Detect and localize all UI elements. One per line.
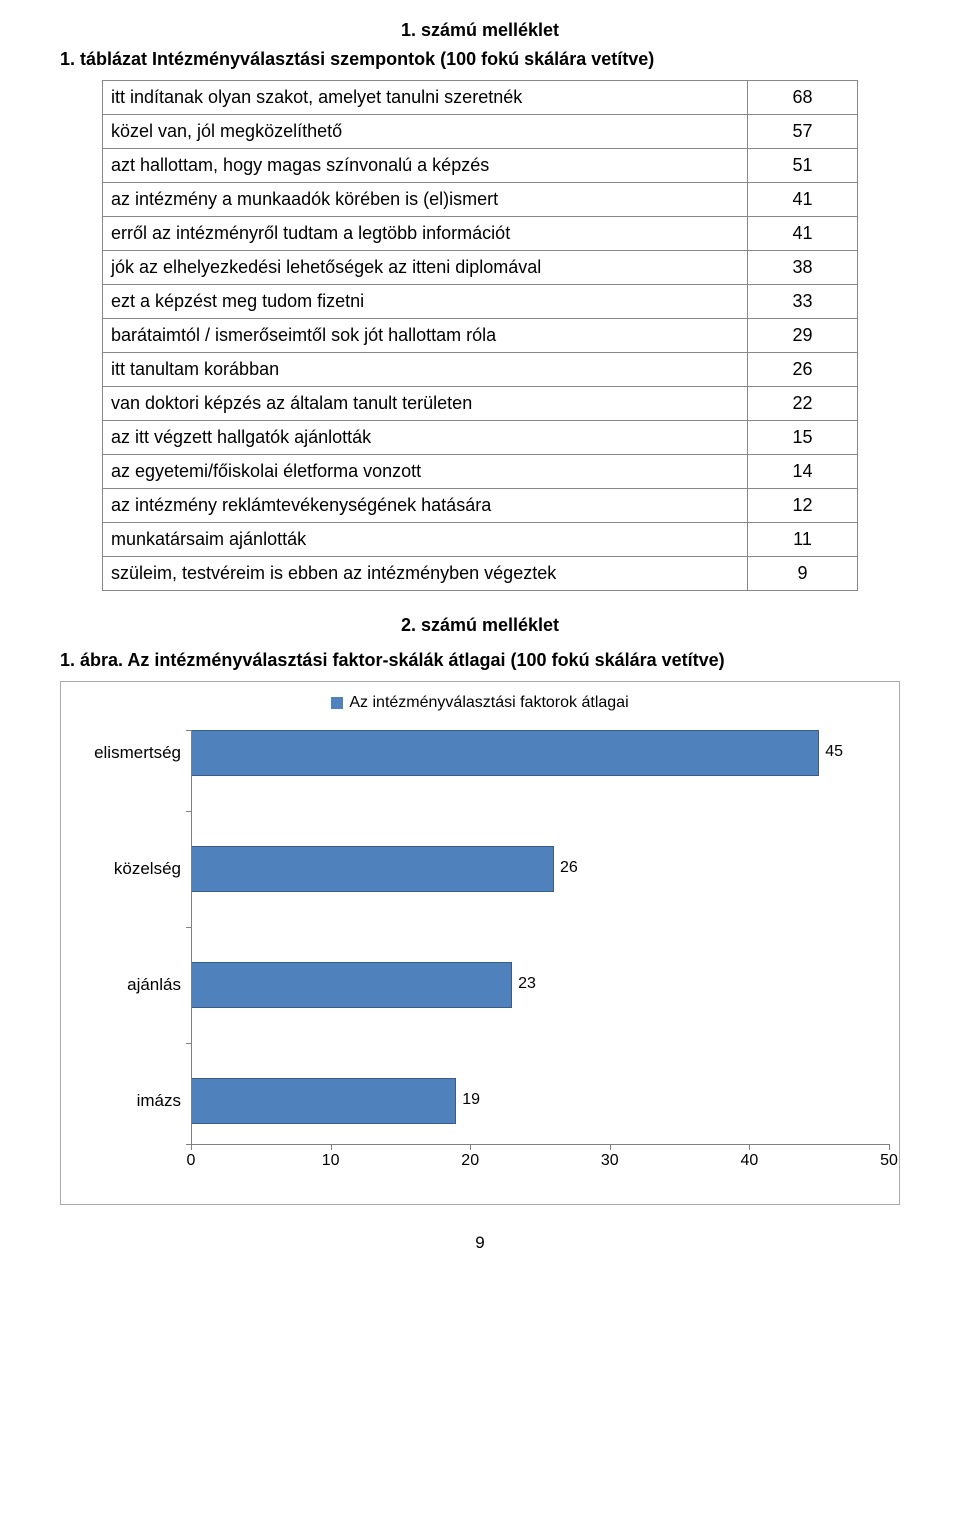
x-tick-label: 50 <box>880 1152 898 1170</box>
table-cell-value: 41 <box>748 183 858 217</box>
table-row: munkatársaim ajánlották11 <box>103 523 858 557</box>
y-tick <box>186 1144 191 1145</box>
table-row: erről az intézményről tudtam a legtöbb i… <box>103 217 858 251</box>
table-cell-label: az egyetemi/főiskolai életforma vonzott <box>103 455 748 489</box>
table-cell-label: jók az elhelyezkedési lehetőségek az itt… <box>103 251 748 285</box>
bar-value-label: 19 <box>462 1091 480 1109</box>
bar-chart: Az intézményválasztási faktorok átlagai … <box>60 681 900 1205</box>
table-row: van doktori képzés az általam tanult ter… <box>103 387 858 421</box>
x-tick-label: 0 <box>187 1152 196 1170</box>
table-cell-value: 11 <box>748 523 858 557</box>
category-label: imázs <box>137 1091 181 1111</box>
table-cell-label: közel van, jól megközelíthető <box>103 115 748 149</box>
table-cell-label: szüleim, testvéreim is ebben az intézmén… <box>103 557 748 591</box>
bar <box>191 1078 456 1124</box>
table-cell-label: erről az intézményről tudtam a legtöbb i… <box>103 217 748 251</box>
table-cell-label: barátaimtól / ismerőseimtől sok jót hall… <box>103 319 748 353</box>
table-cell-label: van doktori képzés az általam tanult ter… <box>103 387 748 421</box>
table-cell-value: 12 <box>748 489 858 523</box>
table-cell-value: 41 <box>748 217 858 251</box>
y-axis-line <box>191 730 192 1144</box>
table-row: jók az elhelyezkedési lehetőségek az itt… <box>103 251 858 285</box>
table-row: az intézmény a munkaadók körében is (el)… <box>103 183 858 217</box>
table-cell-value: 51 <box>748 149 858 183</box>
table-row: az itt végzett hallgatók ajánlották15 <box>103 421 858 455</box>
x-tick-label: 10 <box>322 1152 340 1170</box>
table-row: az intézmény reklámtevékenységének hatás… <box>103 489 858 523</box>
table-cell-value: 33 <box>748 285 858 319</box>
table-cell-label: az intézmény a munkaadók körében is (el)… <box>103 183 748 217</box>
table-cell-value: 26 <box>748 353 858 387</box>
table-row: itt tanultam korábban26 <box>103 353 858 387</box>
bar-value-label: 45 <box>825 743 843 761</box>
legend-swatch <box>331 697 343 709</box>
table-row: barátaimtól / ismerőseimtől sok jót hall… <box>103 319 858 353</box>
table-cell-label: itt indítanak olyan szakot, amelyet tanu… <box>103 81 748 115</box>
y-tick <box>186 811 191 812</box>
table-cell-value: 14 <box>748 455 858 489</box>
table-cell-label: ezt a képzést meg tudom fizetni <box>103 285 748 319</box>
chart-caption-prefix: 1. ábra. <box>60 650 127 670</box>
x-tick-label: 30 <box>601 1152 619 1170</box>
category-label: elismertség <box>94 743 181 763</box>
y-tick <box>186 1043 191 1044</box>
table-cell-value: 15 <box>748 421 858 455</box>
page-number: 9 <box>60 1233 900 1253</box>
bar <box>191 846 554 892</box>
table-row: az egyetemi/főiskolai életforma vonzott1… <box>103 455 858 489</box>
data-table: itt indítanak olyan szakot, amelyet tanu… <box>102 80 858 591</box>
category-label: ajánlás <box>127 975 181 995</box>
chart-caption-rest: Az intézményválasztási faktor-skálák átl… <box>127 650 724 670</box>
bar <box>191 730 819 776</box>
table-cell-value: 29 <box>748 319 858 353</box>
x-tick-label: 40 <box>740 1152 758 1170</box>
x-tick-mark <box>889 1144 890 1150</box>
table-cell-label: az itt végzett hallgatók ajánlották <box>103 421 748 455</box>
table-cell-value: 22 <box>748 387 858 421</box>
table-cell-label: itt tanultam korábban <box>103 353 748 387</box>
attachment-1-header: 1. számú melléklet <box>60 20 900 41</box>
table-caption: 1. táblázat Intézményválasztási szempont… <box>60 49 900 70</box>
x-tick-label: 20 <box>461 1152 479 1170</box>
table-cell-value: 68 <box>748 81 858 115</box>
category-label: közelség <box>114 859 181 879</box>
legend-label: Az intézményválasztási faktorok átlagai <box>349 694 628 711</box>
table-cell-label: azt hallottam, hogy magas színvonalú a k… <box>103 149 748 183</box>
table-cell-value: 9 <box>748 557 858 591</box>
table-row: szüleim, testvéreim is ebben az intézmén… <box>103 557 858 591</box>
bar <box>191 962 512 1008</box>
chart-caption: 1. ábra. Az intézményválasztási faktor-s… <box>60 650 900 671</box>
y-tick <box>186 730 191 731</box>
table-row: közel van, jól megközelíthető57 <box>103 115 858 149</box>
y-tick <box>186 927 191 928</box>
table-row: ezt a képzést meg tudom fizetni33 <box>103 285 858 319</box>
table-cell-label: az intézmény reklámtevékenységének hatás… <box>103 489 748 523</box>
table-cell-label: munkatársaim ajánlották <box>103 523 748 557</box>
bar-value-label: 23 <box>518 975 536 993</box>
chart-legend: Az intézményválasztási faktorok átlagai <box>71 694 889 712</box>
attachment-2-header: 2. számú melléklet <box>60 615 900 636</box>
table-cell-value: 57 <box>748 115 858 149</box>
table-row: azt hallottam, hogy magas színvonalú a k… <box>103 149 858 183</box>
bar-value-label: 26 <box>560 859 578 877</box>
x-axis-line <box>191 1144 889 1145</box>
table-row: itt indítanak olyan szakot, amelyet tanu… <box>103 81 858 115</box>
table-cell-value: 38 <box>748 251 858 285</box>
